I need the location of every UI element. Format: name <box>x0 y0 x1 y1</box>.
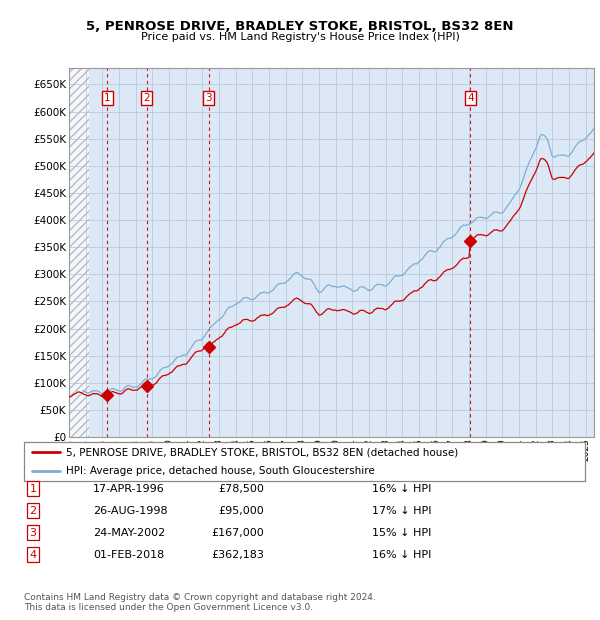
Text: Contains HM Land Registry data © Crown copyright and database right 2024.
This d: Contains HM Land Registry data © Crown c… <box>24 593 376 612</box>
Text: £362,183: £362,183 <box>211 549 264 560</box>
Text: 5, PENROSE DRIVE, BRADLEY STOKE, BRISTOL, BS32 8EN (detached house): 5, PENROSE DRIVE, BRADLEY STOKE, BRISTOL… <box>66 448 458 458</box>
Text: 3: 3 <box>29 528 37 538</box>
Text: £95,000: £95,000 <box>218 505 264 516</box>
Text: 17-APR-1996: 17-APR-1996 <box>93 484 165 494</box>
Text: 4: 4 <box>29 549 37 560</box>
Text: 3: 3 <box>206 93 212 103</box>
Text: 2: 2 <box>29 505 37 516</box>
Text: 2: 2 <box>143 93 150 103</box>
Bar <box>69 68 89 437</box>
Text: 1: 1 <box>104 93 110 103</box>
Text: HPI: Average price, detached house, South Gloucestershire: HPI: Average price, detached house, Sout… <box>66 466 375 476</box>
Text: 24-MAY-2002: 24-MAY-2002 <box>93 528 165 538</box>
Text: 5, PENROSE DRIVE, BRADLEY STOKE, BRISTOL, BS32 8EN: 5, PENROSE DRIVE, BRADLEY STOKE, BRISTOL… <box>86 20 514 33</box>
Text: £167,000: £167,000 <box>211 528 264 538</box>
Text: £78,500: £78,500 <box>218 484 264 494</box>
Text: 16% ↓ HPI: 16% ↓ HPI <box>372 484 431 494</box>
Text: 16% ↓ HPI: 16% ↓ HPI <box>372 549 431 560</box>
Text: 26-AUG-1998: 26-AUG-1998 <box>93 505 167 516</box>
Text: 1: 1 <box>29 484 37 494</box>
Text: Price paid vs. HM Land Registry's House Price Index (HPI): Price paid vs. HM Land Registry's House … <box>140 32 460 42</box>
Text: 15% ↓ HPI: 15% ↓ HPI <box>372 528 431 538</box>
Text: 17% ↓ HPI: 17% ↓ HPI <box>372 505 431 516</box>
Text: 4: 4 <box>467 93 473 103</box>
Text: 01-FEB-2018: 01-FEB-2018 <box>93 549 164 560</box>
